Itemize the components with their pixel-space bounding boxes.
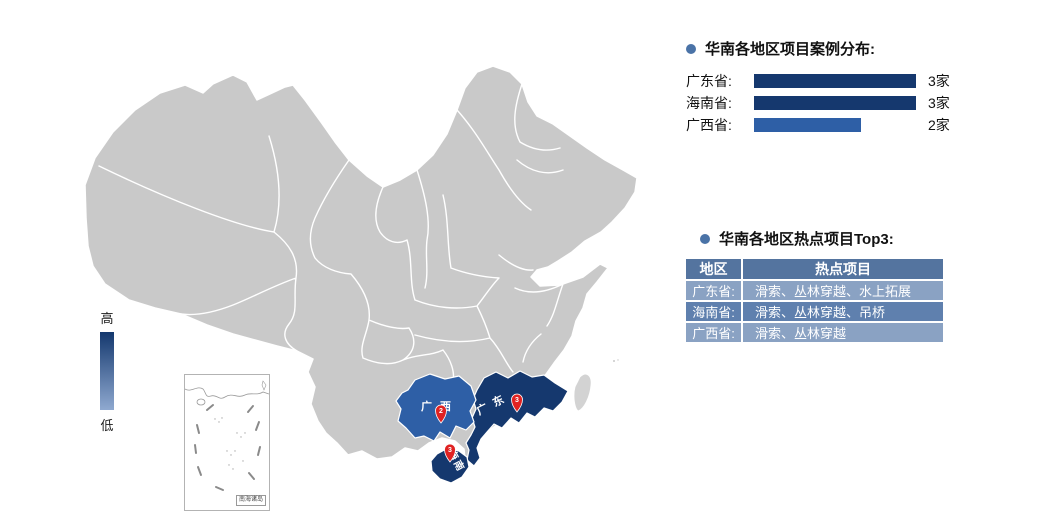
distribution-title: 华南各地区项目案例分布: (705, 41, 875, 58)
china-mainland-shape (85, 65, 638, 467)
bar-guangdong (754, 74, 916, 88)
south-china-sea-inset: 南海诸岛 (184, 374, 270, 511)
distribution-title-row: 华南各地区项目案例分布: (686, 38, 1006, 59)
inset-dash-line (194, 404, 261, 491)
bar-hainan (754, 96, 916, 110)
bar-label: 广西省: (686, 117, 732, 133)
bar-guangxi (754, 118, 861, 132)
bullet-icon (700, 233, 710, 244)
table-row-guangdong: 广东省: 滑索、丛林穿越、水上拓展 (686, 281, 943, 302)
cell-region: 广东省: (686, 281, 743, 302)
pin-hainan-count: 3 (448, 447, 452, 454)
cell-region: 海南省: (686, 302, 743, 323)
bar-track (754, 74, 916, 88)
islet-dot (613, 360, 615, 362)
legend-high-label: 高 (100, 311, 114, 326)
inset-coastline (184, 387, 270, 399)
bar-track (754, 118, 916, 132)
province-guangdong[interactable] (465, 370, 569, 467)
inset-island-dots (214, 417, 246, 470)
map-legend: 高 低 (92, 308, 122, 434)
bar-row-hainan: 海南省: 3家 (686, 92, 1006, 114)
pin-hainan[interactable]: 3 (444, 443, 456, 463)
legend-low-label: 低 (100, 418, 114, 433)
inset-label: 南海诸岛 (235, 495, 266, 506)
col-header-region: 地区 (686, 259, 743, 281)
taiwan-shape (573, 373, 592, 412)
hot-projects-section: 华南各地区热点项目Top3: 地区 热点项目 广东省: 滑索、丛林穿越、水上拓展… (686, 228, 986, 344)
hot-projects-title: 华南各地区热点项目Top3: (719, 231, 894, 248)
bar-value: 2家 (928, 117, 950, 133)
hot-projects-table: 地区 热点项目 广东省: 滑索、丛林穿越、水上拓展 海南省: 滑索、丛林穿越、吊… (686, 259, 943, 344)
hot-projects-title-row: 华南各地区热点项目Top3: (700, 228, 986, 249)
bar-track (754, 96, 916, 110)
bar-value: 3家 (928, 95, 950, 111)
cell-region: 广西省: (686, 323, 743, 344)
inset-hainan (196, 398, 206, 406)
pin-guangxi[interactable]: 2 (435, 404, 447, 424)
province-borders (98, 83, 564, 383)
inset-map-svg (184, 380, 270, 491)
table-header-row: 地区 热点项目 (686, 259, 943, 281)
pin-guangdong-count: 3 (515, 397, 519, 404)
bar-value: 3家 (928, 73, 950, 89)
china-map-svg: 广西 广东 海南 2 3 3 (85, 65, 638, 484)
distribution-section: 华南各地区项目案例分布: 广东省: 3家 海南省: 3家 广西省: (686, 38, 1006, 136)
col-header-projects: 热点项目 (743, 259, 943, 281)
bar-label: 海南省: (686, 95, 732, 111)
pin-guangxi-count: 2 (439, 408, 443, 415)
bullet-icon (686, 43, 696, 54)
islet-dot (617, 359, 619, 361)
inset-taiwan (261, 380, 267, 391)
cell-projects: 滑索、丛林穿越、水上拓展 (743, 281, 943, 302)
table-row-hainan: 海南省: 滑索、丛林穿越、吊桥 (686, 302, 943, 323)
cell-projects: 滑索、丛林穿越、吊桥 (743, 302, 943, 323)
cell-projects: 滑索、丛林穿越 (743, 323, 943, 344)
legend-gradient-bar (100, 332, 114, 410)
bar-row-guangxi: 广西省: 2家 (686, 114, 1006, 136)
bar-row-guangdong: 广东省: 3家 (686, 70, 1006, 92)
bar-label: 广东省: (686, 73, 732, 89)
table-row-guangxi: 广西省: 滑索、丛林穿越 (686, 323, 943, 344)
distribution-chart: 广东省: 3家 海南省: 3家 广西省: 2家 (686, 70, 1006, 136)
pin-guangdong[interactable]: 3 (511, 393, 523, 413)
